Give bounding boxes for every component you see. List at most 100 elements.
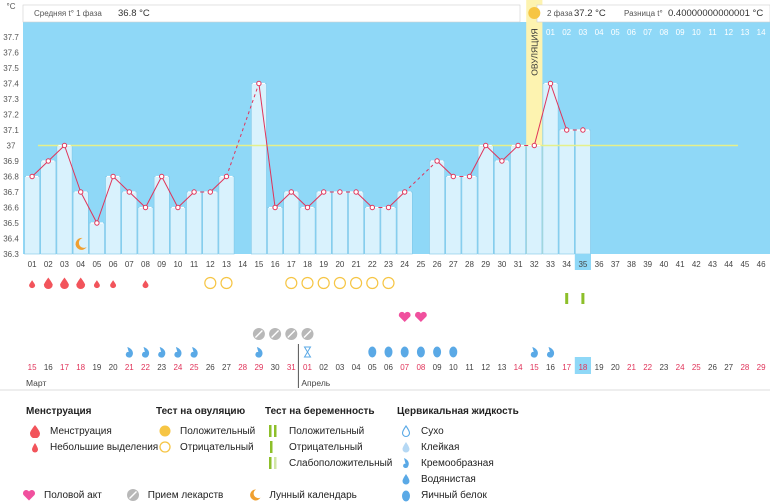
eggwhite-drop-icon — [433, 346, 442, 358]
legend-title: Менструация — [26, 406, 92, 417]
temperature-point — [272, 204, 278, 211]
temperature-line-segment — [307, 191, 325, 208]
temperature-point — [256, 80, 262, 87]
cycle-day-label: 11 — [190, 260, 199, 269]
cycle-day-label: 01 — [28, 260, 37, 269]
temperature-point — [94, 220, 100, 226]
legend-label: Яичный белок — [421, 489, 487, 501]
temperature-point — [191, 189, 197, 195]
legend-label: Менструация — [50, 425, 112, 437]
temperature-line-segment — [404, 160, 438, 193]
temperature-point — [78, 189, 84, 195]
creamy-drop-icon — [158, 347, 166, 358]
temperature-point — [337, 189, 343, 195]
temperature-line-segment — [533, 83, 551, 146]
calendar-date-label: 30 — [271, 363, 280, 372]
temperature-point — [434, 158, 440, 164]
temperature-point — [564, 127, 570, 133]
creamy-drop-icon — [530, 347, 538, 358]
calendar-date-label: 07 — [400, 363, 409, 372]
temperature-bar — [202, 191, 219, 255]
temperature-point — [45, 158, 51, 164]
calendar-date-label: 17 — [562, 363, 571, 372]
calendar-date-label: 17 — [60, 363, 69, 372]
temperature-bar — [429, 160, 445, 255]
temperature-line-segment — [80, 191, 98, 224]
temperature-point — [385, 204, 392, 211]
calendar-date-label: 18 — [76, 363, 85, 372]
calendar-date-label: 09 — [433, 363, 442, 372]
y-tick-label: 36.8 — [3, 173, 19, 182]
phase2-day-label: 13 — [740, 28, 749, 37]
cycle-day-label: 14 — [238, 260, 247, 269]
current-date-highlight — [574, 357, 591, 374]
calendar-date-label: 16 — [44, 363, 53, 372]
temperature-point — [321, 189, 327, 195]
cycle-day-label: 06 — [109, 260, 118, 269]
y-tick-label: 36.9 — [3, 157, 19, 166]
temperature-point — [466, 173, 473, 180]
calendar-date-label: 29 — [757, 363, 766, 372]
ovulation-test-negative-icon — [333, 276, 346, 290]
temperature-point — [29, 173, 35, 180]
legend-label: Отрицательный — [289, 441, 363, 453]
legend-label: Клейкая — [421, 441, 460, 453]
calendar-date-label: 29 — [254, 363, 263, 372]
calendar-date-label: 10 — [449, 363, 458, 372]
small-drop-icon — [142, 280, 149, 289]
creamy-drop-icon — [125, 347, 133, 358]
cycle-day-label: 40 — [659, 260, 668, 269]
weak-strip-icon — [269, 457, 277, 469]
temperature-point — [207, 189, 214, 195]
calendar-date-label: 28 — [740, 363, 749, 372]
legend-pregnancy-test: Тест на беременность Положительный Отриц… — [265, 406, 392, 471]
legend-title: Цервикальная жидкость — [397, 406, 519, 417]
temperature-point — [580, 127, 586, 133]
temperature-point — [483, 142, 489, 149]
temperature-point — [159, 173, 165, 180]
legend-item: Сухо — [397, 423, 519, 439]
temperature-point — [142, 204, 149, 211]
temperature-bar — [186, 191, 202, 255]
temperature-line-segment — [550, 83, 568, 131]
temperature-line-segment — [258, 83, 276, 208]
temperature-bar — [331, 191, 348, 255]
temperature-bar — [299, 207, 316, 255]
calendar-date-label: 24 — [173, 363, 182, 372]
eggwhite-drop-icon — [368, 346, 377, 358]
temperature-point — [515, 142, 521, 149]
y-tick-label: 36.7 — [3, 188, 19, 197]
current-day-highlight — [574, 254, 591, 270]
calendar-date-label: 13 — [497, 363, 506, 372]
legend-cervical: Цервикальная жидкость Сухо Клейкая Кремо… — [397, 406, 519, 503]
temperature-point — [223, 173, 230, 180]
ovulation-test-negative-icon — [220, 276, 233, 290]
temperature-point — [402, 189, 408, 195]
phase2-day-label: 12 — [724, 28, 733, 37]
temperature-line-segment — [501, 145, 519, 162]
temperature-line-segment — [31, 160, 49, 177]
temperature-point — [175, 204, 181, 211]
phase1-label: Средняя t° 1 фаза — [34, 9, 102, 18]
phase2-day-label: 03 — [578, 28, 587, 37]
small-drop-icon — [110, 280, 117, 289]
circle-outline-icon — [159, 441, 171, 453]
temperature-bar — [137, 207, 154, 255]
eggwhite-drop-icon — [449, 346, 458, 358]
pill-icon — [126, 489, 139, 501]
temperature-point — [369, 204, 375, 211]
cycle-day-label: 34 — [562, 260, 571, 269]
legend-item: Прием лекарств — [124, 487, 223, 503]
temperature-line-segment — [226, 83, 260, 177]
phase2-day-label: 01 — [546, 28, 555, 37]
temperature-point — [110, 173, 116, 180]
calendar-date-label: 14 — [514, 363, 523, 372]
temperature-point — [61, 142, 68, 149]
calendar-date-label: 25 — [190, 363, 199, 372]
eggwhite-drop-icon — [400, 346, 409, 358]
calendar-date-label: 04 — [352, 363, 361, 372]
temperature-line-segment — [177, 191, 195, 208]
cycle-day-label: 39 — [643, 260, 652, 269]
bbt-chart: Средняя t° 1 фаза 36.8 °C 2 фаза 37.2 °C Раз… — [0, 0, 770, 391]
cycle-day-label: 35 — [578, 260, 587, 269]
